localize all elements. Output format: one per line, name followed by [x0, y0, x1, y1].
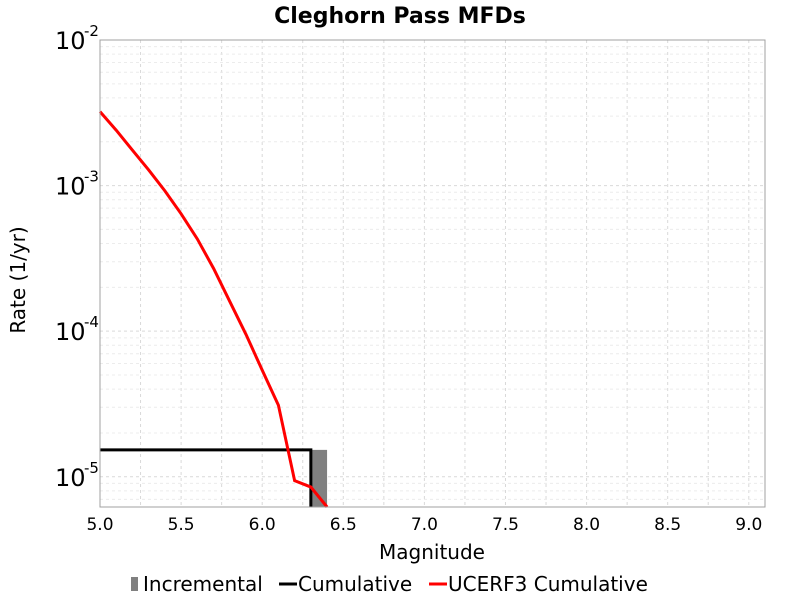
grid	[99, 39, 765, 507]
legend-label-ucerf3: UCERF3 Cumulative	[448, 572, 648, 596]
cumulative-line	[100, 448, 313, 507]
series-lines	[98, 110, 329, 508]
x-tick-label: 6.0	[249, 515, 276, 535]
x-tick-label: 9.0	[735, 515, 762, 535]
legend-label-cumulative: Cumulative	[298, 572, 412, 596]
y-tick-exponent: -3	[84, 168, 99, 186]
legend-label-incremental: Incremental	[143, 572, 263, 596]
legend: Incremental Cumulative UCERF3 Cumulative	[131, 572, 648, 596]
ucerf3-cumulative-line	[98, 110, 329, 508]
x-axis-label: Magnitude	[379, 540, 485, 564]
x-tick-label: 8.5	[654, 515, 681, 535]
x-tick-label: 7.0	[411, 515, 438, 535]
y-axis-label: Rate (1/yr)	[6, 226, 30, 333]
plot-frame	[99, 39, 766, 508]
y-tick-label: 10	[55, 464, 86, 492]
y-tick-exponent: -2	[84, 22, 99, 40]
y-tick-label: 10	[55, 173, 86, 201]
legend-swatch-incremental	[131, 577, 138, 591]
x-tick-labels: 5.0 5.5 6.0 6.5 7.0 7.5 8.0 8.5 9.0	[86, 515, 762, 535]
x-tick-label: 6.5	[330, 515, 357, 535]
x-tick-label: 8.0	[573, 515, 600, 535]
y-tick-exponent: -4	[84, 313, 99, 331]
x-tick-label: 5.0	[86, 515, 113, 535]
x-tick-label: 7.5	[492, 515, 519, 535]
y-tick-labels: 10-510-410-310-2	[55, 22, 99, 492]
chart-title: Cleghorn Pass MFDs	[274, 4, 526, 29]
y-tick-exponent: -5	[84, 459, 99, 477]
y-tick-label: 10	[55, 27, 86, 55]
x-tick-label: 5.5	[168, 515, 195, 535]
y-tick-label: 10	[55, 318, 86, 346]
